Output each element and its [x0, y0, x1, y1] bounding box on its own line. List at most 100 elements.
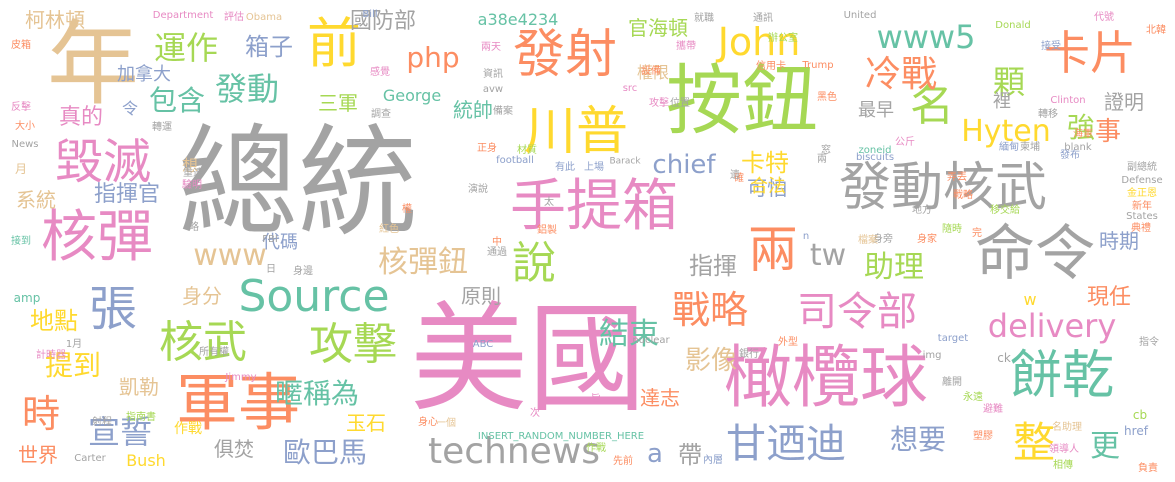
word: 演說 — [468, 184, 488, 195]
word: 備案 — [493, 106, 513, 117]
word: 卡片 — [1044, 26, 1136, 80]
word: 證明 — [1104, 90, 1144, 114]
word: 軍事 — [175, 366, 301, 439]
word: nuclear — [632, 335, 670, 346]
word: 指南書 — [126, 412, 156, 423]
word: 兩 — [817, 154, 827, 165]
word: 日 — [266, 264, 276, 275]
word: cb — [1132, 408, 1148, 422]
word: 司令部 — [797, 289, 917, 335]
word: 轉運 — [152, 122, 172, 133]
word: 身家 — [917, 234, 937, 245]
word: 發動核武 — [838, 158, 1048, 218]
word: News — [11, 139, 39, 150]
word: 世界 — [18, 443, 58, 467]
word: 就職 — [694, 13, 714, 24]
word: Department — [152, 10, 214, 21]
word: href — [1124, 424, 1148, 438]
word: 令 — [121, 99, 139, 118]
word: 官海頓 — [628, 16, 688, 40]
word: www5 — [876, 18, 976, 56]
word: George — [382, 86, 442, 105]
word: 1月 — [65, 339, 83, 350]
word: 有此 — [555, 162, 575, 173]
word: John — [717, 20, 801, 64]
word: 發布 — [1060, 150, 1080, 161]
word: 新年 — [1132, 201, 1152, 212]
word: 轉移 — [1038, 109, 1058, 120]
word: 月 — [14, 162, 28, 176]
word: 完 — [972, 228, 982, 239]
word: 柬埔 — [1020, 142, 1040, 153]
word: a — [647, 439, 663, 469]
word: Bush — [126, 451, 166, 470]
word: 北韓 — [1146, 25, 1166, 36]
word: 資訊 — [483, 69, 503, 80]
word: 核武 — [159, 317, 247, 368]
word: 整 — [1012, 418, 1056, 467]
word: 帶 — [678, 441, 702, 469]
word: technews — [427, 431, 601, 472]
word: 辦公室 — [768, 33, 798, 44]
word: 作戰 — [586, 443, 606, 454]
word: 兩天 — [481, 42, 501, 53]
word: 運作 — [153, 29, 219, 67]
word: 冷戰 — [864, 54, 938, 95]
word: Source — [238, 271, 390, 322]
word: n — [802, 231, 810, 242]
word: 皮箱 — [11, 40, 31, 51]
word: 玉石 — [346, 411, 386, 435]
word: 攜帶 — [676, 41, 696, 52]
word: 永遠 — [963, 392, 983, 403]
word: zoneid — [858, 145, 892, 156]
word: Jimmy — [225, 372, 257, 383]
word: 內層 — [703, 455, 723, 466]
word: 副總統 — [1127, 162, 1157, 173]
word: tw — [809, 238, 847, 273]
word: 毀滅 — [54, 134, 152, 190]
word: 宣誓 — [87, 413, 153, 451]
word: 影像 — [684, 346, 738, 376]
word: 信用卡 — [756, 61, 786, 72]
word: Defense — [1121, 175, 1163, 186]
word: FBI — [262, 234, 278, 245]
word: Donald — [995, 20, 1031, 31]
word: 發動 — [214, 70, 280, 108]
word: 卡特 — [741, 149, 789, 177]
word: biscuits — [855, 152, 895, 163]
word: 提到 — [44, 349, 102, 382]
word: 總統 — [178, 114, 418, 253]
word: 調查 — [371, 109, 391, 120]
word: 箱子 — [245, 33, 293, 61]
word: 作戰 — [174, 421, 202, 437]
word: Barack — [609, 156, 641, 167]
word: Bill — [362, 9, 378, 20]
word: 評估 — [224, 12, 244, 23]
word: 太 — [544, 197, 554, 208]
word: United — [843, 10, 877, 21]
word: 重達 — [183, 168, 203, 179]
word: ABC — [472, 339, 494, 350]
word: 設備 — [641, 66, 661, 77]
word: chief — [652, 150, 716, 180]
word: 紅色 — [379, 224, 399, 235]
word: 原則 — [461, 284, 501, 308]
word: 真的 — [58, 105, 104, 130]
word: 略 — [189, 222, 199, 233]
word: 川普 — [523, 102, 629, 162]
word: 檔案 — [858, 235, 878, 246]
word: 核彈 — [41, 205, 153, 270]
word: 年 — [46, 11, 140, 118]
word: blank — [1064, 142, 1092, 153]
word: a38e4234 — [477, 10, 559, 29]
word: php — [406, 41, 460, 74]
word: 身分 — [182, 284, 222, 308]
word: 戰略 — [953, 190, 973, 201]
word: src — [622, 83, 638, 94]
word: amp — [13, 291, 41, 305]
word: 權限 — [636, 63, 670, 82]
word: 代號 — [1094, 12, 1114, 23]
word: 指揮 — [689, 252, 737, 280]
word: 戰略 — [671, 288, 749, 332]
